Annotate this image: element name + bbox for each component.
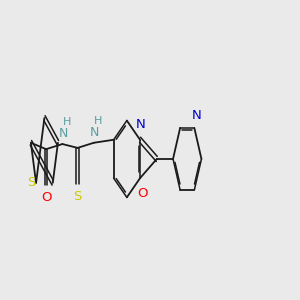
Text: N: N (192, 109, 202, 122)
Text: S: S (74, 190, 82, 203)
Text: N: N (90, 126, 100, 139)
Text: O: O (41, 191, 51, 204)
Text: N: N (136, 118, 146, 131)
Text: N: N (59, 127, 68, 140)
Text: S: S (27, 176, 35, 189)
Text: H: H (94, 116, 103, 126)
Text: H: H (63, 117, 71, 127)
Text: O: O (137, 187, 147, 200)
